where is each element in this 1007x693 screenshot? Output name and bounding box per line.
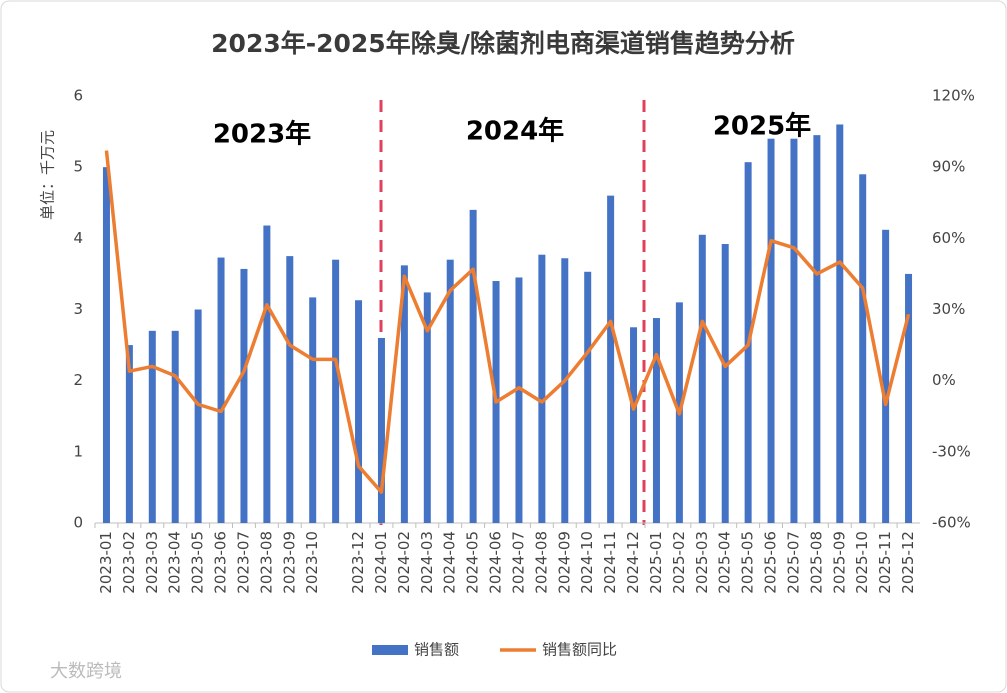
bar [836, 124, 844, 523]
legend-label: 销售额 [414, 641, 459, 659]
bar [515, 277, 523, 523]
bar [102, 167, 110, 523]
x-tick-label: 2024-04 [441, 531, 459, 594]
bar [332, 259, 340, 523]
x-tick-label: 2025-10 [853, 531, 871, 594]
bar [630, 327, 638, 523]
chart-title: 2023年-2025年除臭/除菌剂电商渠道销售趋势分析 [211, 29, 795, 58]
x-tick-label: 2023-03 [143, 531, 161, 594]
bar [355, 300, 363, 523]
bar [561, 258, 569, 523]
bar [171, 330, 179, 523]
bar [905, 273, 913, 523]
x-tick-label: 2025-07 [784, 531, 802, 594]
x-tick-label: 2023-07 [234, 531, 252, 594]
y2-tick-label: 120% [932, 87, 975, 105]
x-tick-label: 2023-10 [303, 531, 321, 594]
x-tick-label: 2024-12 [624, 531, 642, 594]
x-tick-label: 2025-12 [899, 531, 917, 594]
x-tick-label: 2024-08 [532, 531, 550, 594]
x-tick-label: 2025-01 [647, 531, 665, 594]
x-tick-label: 2023-05 [189, 531, 207, 594]
y2-tick-label: -30% [932, 442, 971, 460]
bar [377, 337, 385, 523]
y-tick-label: 5 [73, 158, 83, 176]
bar [217, 257, 225, 523]
bar [584, 271, 592, 523]
bar [240, 268, 248, 523]
bar [148, 330, 156, 523]
x-tick-label: 2025-05 [739, 531, 757, 594]
bar [698, 234, 706, 523]
bar [309, 297, 317, 523]
x-tick-label: 2024-11 [601, 531, 619, 594]
x-tick-label: 2023-02 [120, 531, 138, 594]
x-tick-label: 2025-04 [716, 531, 734, 594]
x-tick-label: 2025-02 [670, 531, 688, 594]
y-tick-label: 4 [73, 229, 83, 247]
x-tick-label: 2024-06 [487, 531, 505, 594]
bar [194, 309, 202, 523]
bar [263, 225, 271, 524]
bar [813, 135, 821, 523]
y-tick-label: 2 [73, 371, 83, 389]
bar [767, 138, 775, 523]
x-tick-label: 2025-03 [693, 531, 711, 594]
x-tick-label: 2023-04 [166, 531, 184, 594]
y2-tick-label: 60% [932, 229, 965, 247]
x-tick-label: 2024-05 [464, 531, 482, 594]
x-tick-label: 2023-08 [257, 531, 275, 594]
x-tick-label: 2024-02 [395, 531, 413, 594]
bar [790, 138, 798, 523]
y2-tick-label: 90% [932, 158, 965, 176]
x-tick-label: 2023-12 [349, 531, 367, 594]
line [104, 150, 911, 494]
x-tick-label: 2024-01 [372, 531, 390, 594]
bar [423, 292, 431, 523]
annotation: 2023年 [213, 119, 311, 150]
bar [286, 256, 294, 523]
bar [652, 318, 660, 523]
x-tick-label: 2025-06 [762, 531, 780, 594]
bar [538, 254, 546, 523]
bar [400, 265, 408, 523]
x-tick-label: 2024-10 [578, 531, 596, 594]
bar [125, 345, 133, 523]
x-tick-label: 2025-11 [876, 531, 894, 594]
annotation: 2025年 [713, 111, 811, 142]
x-tick-label: 2023-09 [280, 531, 298, 594]
annotation: 2024年 [466, 116, 564, 147]
y2-tick-label: 0% [932, 371, 956, 389]
bar [446, 259, 454, 523]
x-tick-label: 2024-09 [555, 531, 573, 594]
x-tick-label: 2024-03 [418, 531, 436, 594]
bar [607, 195, 615, 523]
x-tick-label: 2025-09 [830, 531, 848, 594]
y-tick-label: 3 [73, 300, 83, 318]
y-tick-label: 0 [73, 514, 83, 532]
x-tick-label: 2024-07 [509, 531, 527, 594]
x-tick-label: 2023-01 [97, 531, 115, 594]
legend-swatch [372, 645, 408, 655]
x-tick-label: 2025-08 [807, 531, 825, 594]
y2-tick-label: -60% [932, 514, 971, 532]
y-axis-label: 单位：千万元 [39, 130, 57, 220]
bar [859, 174, 867, 524]
bar [469, 209, 477, 523]
y-tick-label: 1 [73, 442, 83, 460]
bar [721, 244, 729, 523]
y2-tick-label: 30% [932, 300, 965, 318]
y-tick-label: 6 [73, 87, 83, 105]
bar [882, 229, 890, 523]
legend-label: 销售额同比 [542, 641, 617, 659]
watermark: 大数跨境 [50, 661, 122, 682]
x-tick-label: 2023-06 [212, 531, 230, 594]
